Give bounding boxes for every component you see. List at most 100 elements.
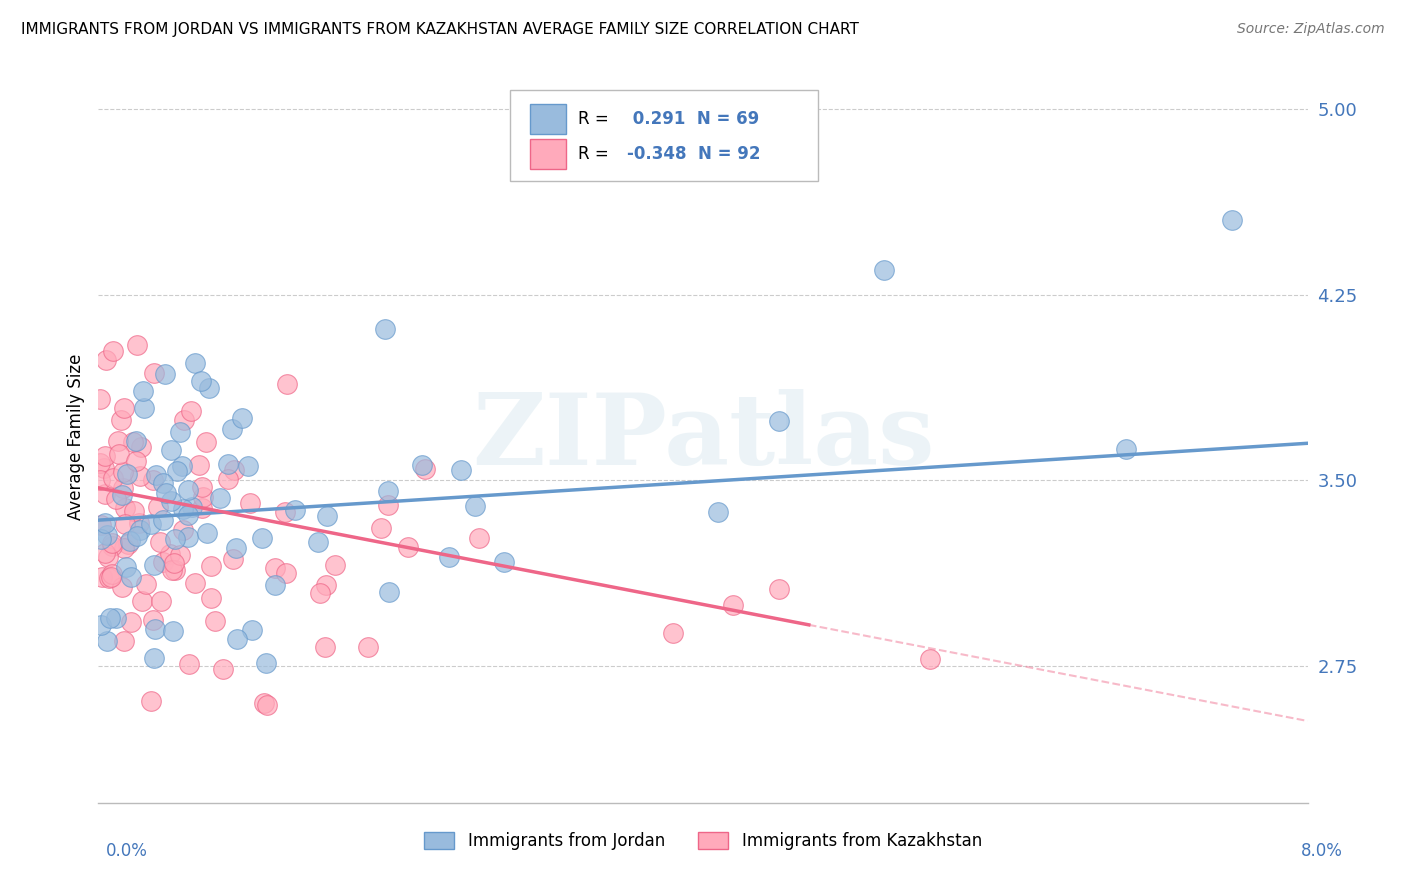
- Point: [221, 422, 243, 436]
- Text: R =: R =: [578, 145, 614, 163]
- Point: [112, 401, 135, 415]
- Point: [103, 344, 125, 359]
- Point: [177, 657, 200, 671]
- Point: [256, 698, 278, 712]
- Point: [239, 496, 262, 510]
- Point: [315, 578, 337, 592]
- Point: [127, 338, 149, 352]
- Point: [377, 498, 399, 512]
- Point: [411, 458, 433, 473]
- Point: [250, 531, 273, 545]
- Point: [127, 529, 149, 543]
- Text: R =: R =: [578, 110, 614, 128]
- Point: [132, 384, 155, 399]
- Point: [104, 611, 127, 625]
- Point: [263, 561, 285, 575]
- Point: [112, 481, 135, 495]
- Text: Source: ZipAtlas.com: Source: ZipAtlas.com: [1237, 22, 1385, 37]
- Text: 0.0%: 0.0%: [105, 842, 148, 860]
- Point: [357, 640, 380, 655]
- Point: [111, 580, 134, 594]
- Point: [315, 508, 337, 523]
- Y-axis label: Average Family Size: Average Family Size: [66, 354, 84, 520]
- Text: IMMIGRANTS FROM JORDAN VS IMMIGRANTS FROM KAZAKHSTAN AVERAGE FAMILY SIZE CORRELA: IMMIGRANTS FROM JORDAN VS IMMIGRANTS FRO…: [21, 22, 859, 37]
- Point: [173, 413, 195, 427]
- Point: [135, 576, 157, 591]
- Point: [226, 632, 249, 646]
- Point: [439, 549, 461, 564]
- Point: [143, 366, 166, 380]
- Point: [1220, 213, 1243, 227]
- Point: [231, 410, 253, 425]
- Point: [110, 413, 132, 427]
- Point: [212, 662, 235, 676]
- Text: 0.291  N = 69: 0.291 N = 69: [627, 110, 759, 128]
- Point: [108, 447, 131, 461]
- Point: [217, 457, 239, 471]
- Point: [918, 652, 941, 666]
- Point: [264, 578, 287, 592]
- Point: [236, 459, 259, 474]
- Point: [193, 490, 215, 504]
- Point: [128, 516, 150, 530]
- Point: [120, 570, 142, 584]
- Text: 8.0%: 8.0%: [1301, 842, 1343, 860]
- FancyBboxPatch shape: [509, 90, 818, 181]
- Point: [96, 527, 118, 541]
- Point: [181, 500, 204, 515]
- Point: [378, 584, 401, 599]
- Point: [152, 513, 174, 527]
- Point: [129, 440, 152, 454]
- Point: [97, 550, 120, 565]
- Point: [145, 468, 167, 483]
- Point: [159, 547, 181, 561]
- Point: [323, 558, 346, 572]
- Point: [276, 566, 298, 581]
- Point: [492, 555, 515, 569]
- Point: [169, 548, 191, 562]
- Point: [150, 593, 173, 607]
- Point: [198, 381, 221, 395]
- Point: [94, 449, 117, 463]
- Point: [90, 570, 112, 584]
- Point: [112, 633, 135, 648]
- Point: [314, 640, 336, 654]
- Point: [166, 464, 188, 478]
- Point: [114, 517, 136, 532]
- Point: [122, 434, 145, 449]
- Point: [163, 556, 186, 570]
- Point: [222, 463, 245, 477]
- Point: [180, 404, 202, 418]
- Point: [117, 537, 139, 551]
- Point: [204, 614, 226, 628]
- Point: [111, 488, 134, 502]
- Point: [97, 570, 120, 584]
- Point: [128, 523, 150, 537]
- Point: [94, 546, 117, 560]
- Point: [162, 624, 184, 638]
- Point: [93, 460, 115, 475]
- Point: [115, 560, 138, 574]
- Point: [209, 491, 232, 505]
- Point: [190, 374, 212, 388]
- Point: [94, 516, 117, 531]
- Point: [307, 535, 329, 549]
- Point: [1115, 442, 1137, 456]
- Point: [163, 532, 186, 546]
- Point: [117, 467, 139, 482]
- Point: [132, 401, 155, 416]
- FancyBboxPatch shape: [530, 104, 567, 134]
- Point: [146, 500, 169, 514]
- Point: [149, 534, 172, 549]
- Point: [253, 696, 276, 710]
- Point: [101, 471, 124, 485]
- Point: [142, 651, 165, 665]
- Point: [142, 613, 165, 627]
- Point: [190, 500, 212, 515]
- Point: [142, 473, 165, 487]
- Point: [768, 414, 790, 428]
- Legend: Immigrants from Jordan, Immigrants from Kazakhstan: Immigrants from Jordan, Immigrants from …: [418, 825, 988, 856]
- Point: [143, 558, 166, 572]
- Point: [120, 615, 142, 629]
- Point: [169, 425, 191, 440]
